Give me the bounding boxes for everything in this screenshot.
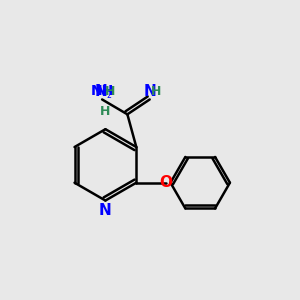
Text: NH: NH [91,84,114,98]
Text: H: H [105,85,115,98]
Text: $_2$: $_2$ [106,89,112,102]
Text: N: N [143,84,156,99]
Text: O: O [160,175,172,190]
Text: H: H [100,105,110,118]
Text: H: H [151,85,161,98]
Text: N: N [94,84,107,99]
Text: N: N [99,203,112,218]
